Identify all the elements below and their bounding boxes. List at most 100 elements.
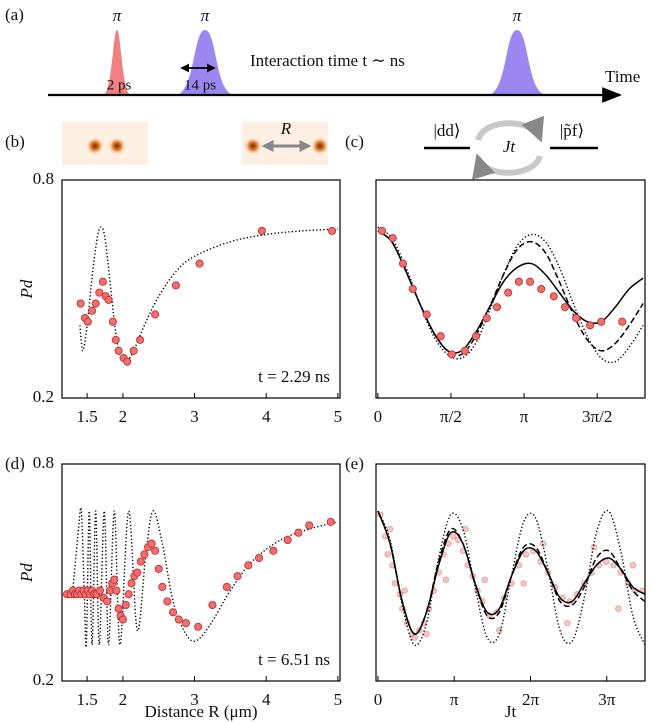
data-point xyxy=(460,346,469,355)
atom xyxy=(86,137,104,155)
coupling-arrow xyxy=(475,115,544,143)
panel-label: (a) xyxy=(5,5,24,24)
data-point xyxy=(83,317,92,326)
x-tick-label: 3π/2 xyxy=(582,407,612,426)
data-point xyxy=(629,562,637,569)
theory-line xyxy=(377,226,644,364)
data-point xyxy=(76,299,85,308)
x-tick-label: 5 xyxy=(334,407,343,426)
theory-line xyxy=(72,506,339,648)
data-point xyxy=(133,568,142,577)
x-tick-label: 1.5 xyxy=(76,407,97,426)
axes-frame xyxy=(61,179,341,399)
panel-label: (d) xyxy=(5,454,25,473)
theory-line xyxy=(377,510,645,635)
plot-area xyxy=(377,226,644,364)
data-point xyxy=(520,580,527,587)
data-point xyxy=(597,317,606,326)
level-label: |dd⟩ xyxy=(433,121,460,140)
data-point xyxy=(174,615,183,624)
theory-line xyxy=(377,510,645,635)
x-tick-label: 3 xyxy=(190,407,199,426)
data-point xyxy=(525,277,535,286)
data-point xyxy=(564,619,571,627)
data-point xyxy=(504,288,513,297)
y-tick-label: 0.2 xyxy=(33,670,54,689)
data-point xyxy=(140,550,149,559)
data-point xyxy=(136,335,145,344)
coupling-label: Jt xyxy=(503,137,517,156)
x-axis-label: Jt xyxy=(505,702,517,721)
panel-label: (b) xyxy=(5,132,25,151)
y-axis-label: Pd xyxy=(17,279,36,299)
pi-label: π xyxy=(201,6,210,25)
data-point xyxy=(492,303,502,312)
data-point xyxy=(618,317,627,326)
data-point xyxy=(283,535,292,545)
data-point xyxy=(163,597,172,606)
data-point xyxy=(401,587,408,594)
data-point xyxy=(147,539,156,548)
annotation: t = 6.51 ns xyxy=(258,650,330,669)
theory-line xyxy=(377,230,644,357)
level-label: |p̃f⟩ xyxy=(560,121,584,140)
data-point xyxy=(408,284,417,294)
data-point xyxy=(496,627,503,634)
data-point xyxy=(388,234,397,243)
data-point xyxy=(112,586,121,595)
x-tick-label: π xyxy=(520,407,529,426)
x-tick-label: 2 xyxy=(119,407,128,426)
data-point xyxy=(121,601,130,610)
coupling-arrow xyxy=(472,153,543,180)
y-axis-label: Pd xyxy=(17,563,36,583)
data-point xyxy=(537,284,546,294)
data-point xyxy=(539,540,547,547)
data-point xyxy=(195,259,204,268)
data-point xyxy=(269,546,278,555)
pi-label: π xyxy=(513,6,522,25)
data-point xyxy=(233,572,242,581)
data-point xyxy=(88,306,97,315)
data-point xyxy=(154,564,163,573)
y-tick-label: 0.8 xyxy=(33,453,54,472)
interaction-text: Interaction time t ∼ ns xyxy=(250,51,405,70)
data-point xyxy=(127,579,136,588)
data-point xyxy=(91,299,100,308)
plot-area xyxy=(62,506,339,648)
data-point xyxy=(208,601,217,610)
data-point xyxy=(294,528,303,537)
data-point xyxy=(129,346,138,355)
image xyxy=(62,122,148,165)
data-point xyxy=(151,546,160,555)
data-point xyxy=(169,608,178,617)
atom xyxy=(108,137,126,155)
data-point xyxy=(108,317,117,326)
x-tick-label: 4 xyxy=(262,690,271,709)
data-point xyxy=(222,582,231,592)
distance-label: R xyxy=(280,119,292,138)
data-point xyxy=(95,586,105,595)
data-point xyxy=(436,332,445,341)
x-tick-label: 0 xyxy=(374,407,383,426)
axes-frame xyxy=(61,463,341,682)
x-tick-label: 5 xyxy=(334,690,343,709)
data-point xyxy=(257,226,266,235)
data-point xyxy=(549,292,558,301)
pulse xyxy=(103,30,131,95)
data-point xyxy=(482,314,491,323)
x-tick-label: 4 xyxy=(262,407,271,426)
panel-label: (c) xyxy=(345,132,364,151)
data-point xyxy=(378,226,387,235)
data-point xyxy=(158,582,167,592)
data-point xyxy=(123,357,132,366)
pulse xyxy=(175,30,235,95)
data-point xyxy=(449,533,457,540)
y-tick-label: 0.8 xyxy=(33,169,54,188)
x-tick-label: 0 xyxy=(374,690,383,709)
data-point xyxy=(447,350,456,359)
pulse-schematic: (a) π π π 2 ps 14 ps Interaction time t … xyxy=(5,5,640,103)
data-point xyxy=(98,277,107,286)
plot-area xyxy=(377,509,645,647)
data-point xyxy=(103,597,112,606)
data-point xyxy=(111,335,120,344)
